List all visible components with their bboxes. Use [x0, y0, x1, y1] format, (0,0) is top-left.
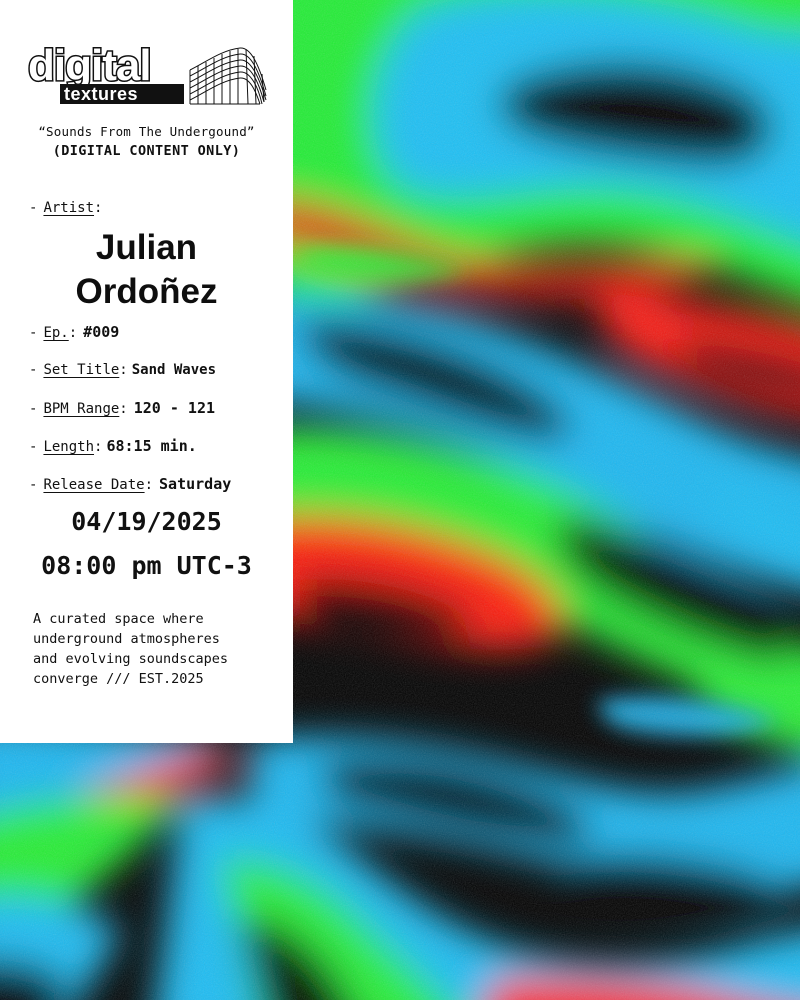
- episode-label: Ep.: [43, 325, 69, 341]
- bpm-value: 120 - 121: [133, 399, 216, 417]
- bullet-dash: -: [29, 362, 38, 378]
- bullet-dash: -: [29, 439, 38, 455]
- logo-textures-bar: [60, 84, 184, 104]
- bpm-row: - BPM Range: 120 - 121: [29, 399, 215, 417]
- description-text: A curated space where underground atmosp…: [33, 611, 229, 687]
- wave-grid-icon: [189, 47, 267, 105]
- artist-name-line2: Ordoñez: [75, 272, 218, 311]
- bullet-dash: -: [29, 200, 38, 216]
- colon: :: [119, 401, 128, 417]
- colon: :: [144, 477, 154, 493]
- content-note: (DIGITAL CONTENT ONLY): [52, 143, 241, 159]
- bullet-dash: -: [29, 325, 38, 341]
- bullet-dash: -: [29, 477, 38, 493]
- bullet-dash: -: [29, 401, 38, 417]
- colon: :: [94, 200, 103, 216]
- length-value: 68:15 min.: [106, 437, 197, 455]
- colon: :: [94, 439, 103, 455]
- artist-label: Artist: [43, 200, 95, 216]
- release-label: Release Date: [43, 477, 145, 493]
- length-label: Length: [43, 439, 95, 455]
- set-title-row: - Set Title: Sand Waves: [29, 362, 216, 378]
- brand-logo: digital textures: [26, 40, 270, 106]
- tagline: “Sounds From The Undergound”: [38, 124, 255, 139]
- info-panel: digital textures: [0, 0, 293, 743]
- release-day: Saturday: [159, 475, 232, 493]
- release-time: 08:00 pm UTC-3: [41, 551, 252, 580]
- colon: :: [68, 325, 78, 341]
- artist-name: Julian Ordoñez: [0, 226, 293, 314]
- logo-textures-text: textures: [64, 84, 138, 104]
- release-date: 04/19/2025: [71, 507, 222, 536]
- episode-value: #009: [83, 323, 120, 341]
- length-row: - Length: 68:15 min.: [29, 437, 197, 455]
- bpm-label: BPM Range: [43, 401, 120, 417]
- set-title-label: Set Title: [43, 362, 120, 378]
- artist-row: - Artist:: [29, 200, 102, 216]
- artist-name-line1: Julian: [95, 228, 198, 267]
- colon: :: [119, 362, 128, 378]
- set-title-value: Sand Waves: [131, 362, 217, 378]
- logo-digital-text: digital: [28, 41, 151, 90]
- release-row: - Release Date: Saturday: [29, 475, 231, 493]
- episode-row: - Ep.: #009: [29, 323, 119, 341]
